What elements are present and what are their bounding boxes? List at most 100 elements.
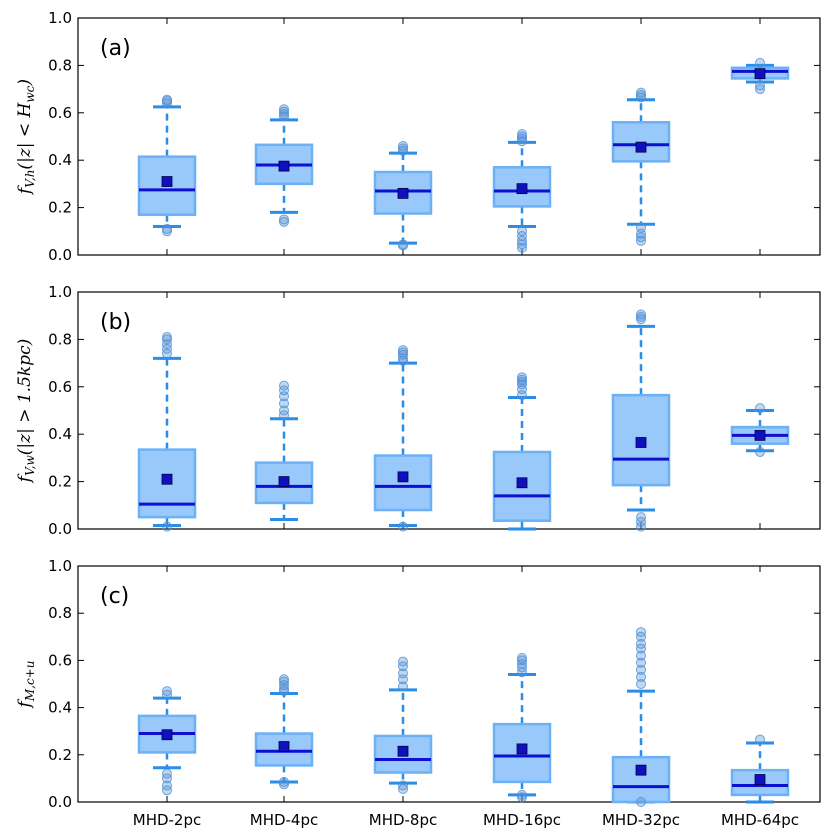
flier-point <box>279 779 289 790</box>
flier-point <box>517 239 527 250</box>
mean-marker <box>397 745 409 757</box>
flier-point <box>636 87 646 98</box>
boxplot-MHD-2pc <box>137 686 197 796</box>
flier-point <box>636 664 646 675</box>
boxplot-MHD-64pc <box>730 58 790 95</box>
flier-point <box>398 143 408 154</box>
boxplot-MHD-2pc <box>137 94 197 237</box>
flier-point <box>279 676 289 687</box>
flier-point <box>755 80 765 91</box>
flier-point <box>162 226 172 237</box>
mean-marker <box>516 183 528 195</box>
flier-point <box>162 223 172 234</box>
flier-point <box>636 311 646 322</box>
flier-point <box>636 638 646 649</box>
flier-point <box>517 129 527 140</box>
flier-point <box>755 446 765 457</box>
panel-b-frame <box>77 291 821 530</box>
panel-a-ylabel: fV,h(|z| < Hwc) <box>15 79 37 196</box>
flier-point <box>517 226 527 237</box>
x-tick-label-MHD-16pc: MHD-16pc <box>483 811 561 829</box>
flier-point <box>517 242 527 253</box>
flier-point <box>517 131 527 142</box>
box-iqr <box>492 450 552 522</box>
flier-point <box>279 398 289 409</box>
flier-point <box>162 780 172 791</box>
flier-point <box>636 90 646 101</box>
boxplot-MHD-32pc <box>611 309 671 532</box>
boxplot-MHD-64pc <box>730 403 790 457</box>
panel-a-ytick-label: 0.0 <box>48 246 72 264</box>
flier-point <box>517 372 527 383</box>
panel-a-ytick-label: 1.0 <box>48 9 72 27</box>
box-iqr <box>373 170 433 215</box>
flier-point <box>398 784 408 795</box>
flier-point <box>279 104 289 115</box>
flier-point <box>162 686 172 697</box>
boxplot-MHD-64pc <box>730 734 790 804</box>
mean-marker <box>516 743 528 755</box>
flier-point <box>279 380 289 391</box>
flier-point <box>162 521 172 532</box>
x-tick-label-MHD-4pc: MHD-4pc <box>250 811 319 829</box>
panel-b-ytick-label: 0.4 <box>48 425 72 443</box>
mean-marker <box>278 476 290 488</box>
panel-b-ytick-label: 0.2 <box>48 473 72 491</box>
panel-b-label: (b) <box>100 310 131 335</box>
boxplot-MHD-16pc <box>492 653 552 803</box>
panel-a-ytick-label: 0.8 <box>48 56 72 74</box>
mean-marker <box>754 774 766 785</box>
boxplot-MHD-8pc <box>373 656 433 795</box>
mean-marker <box>278 160 290 172</box>
mean-marker <box>754 68 766 80</box>
panel-c: (c) 0.0 0.2 0.4 0.6 0.8 1.0 fM,c+u <box>15 557 821 811</box>
flier-point <box>517 789 527 800</box>
flier-point <box>162 689 172 700</box>
mean-marker <box>635 437 647 448</box>
flier-point <box>279 776 289 787</box>
flier-point <box>636 679 646 689</box>
boxplot-MHD-16pc <box>492 129 552 253</box>
flier-point <box>398 521 408 532</box>
x-tick-label-MHD-32pc: MHD-32pc <box>602 811 680 829</box>
boxplot-MHD-8pc <box>373 140 433 251</box>
boxplot-MHD-4pc <box>254 380 314 522</box>
flier-point <box>517 653 527 664</box>
flier-point <box>162 98 172 109</box>
panel-a-label: (a) <box>100 36 131 61</box>
mean-marker <box>754 429 766 441</box>
box-iqr <box>373 454 433 512</box>
x-tick-label-MHD-2pc: MHD-2pc <box>133 811 202 829</box>
flier-point <box>636 512 646 523</box>
box-iqr <box>611 755 671 804</box>
mean-marker <box>278 741 290 752</box>
flier-point <box>636 222 646 233</box>
panel-c-ytick-label: 0.0 <box>48 793 72 811</box>
boxplot-MHD-16pc <box>492 372 552 531</box>
mean-marker <box>635 141 647 153</box>
flier-point <box>755 84 765 95</box>
mean-marker <box>635 764 647 776</box>
flier-point <box>636 671 646 682</box>
box-iqr <box>254 461 314 505</box>
boxplot-MHD-4pc <box>254 104 314 227</box>
panel-c-label: (c) <box>100 584 129 609</box>
flier-point <box>517 374 527 385</box>
flier-point <box>517 792 527 803</box>
flier-point <box>162 334 172 345</box>
panel-a-ytick-label: 0.2 <box>48 199 72 217</box>
x-tick-label-MHD-8pc: MHD-8pc <box>369 811 438 829</box>
boxplot-MHD-2pc <box>137 332 197 532</box>
flier-point <box>162 94 172 105</box>
flier-point <box>636 797 646 807</box>
flier-point <box>398 668 408 679</box>
panel-b: (b) 0.0 0.2 0.4 0.6 0.8 1.0 fV,w(|z| > 1.5kpc) <box>15 283 821 538</box>
mean-marker <box>161 473 173 485</box>
flier-point <box>398 239 408 250</box>
flier-point <box>279 405 289 416</box>
panel-a-ytick-label: 0.6 <box>48 104 72 122</box>
flier-point <box>162 768 172 779</box>
flier-point <box>398 681 408 692</box>
panel-b-ytick-label: 0.8 <box>48 330 72 348</box>
